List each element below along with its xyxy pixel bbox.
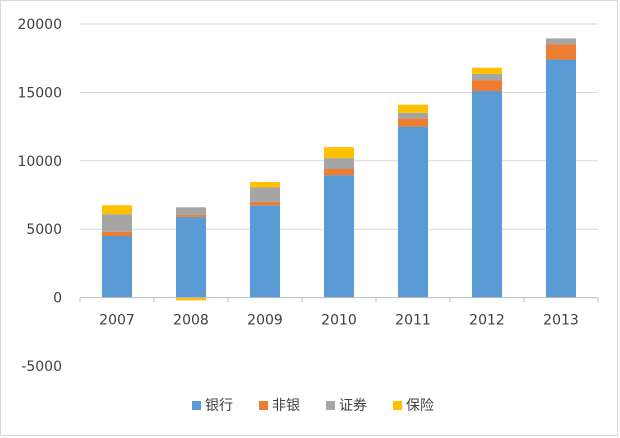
bar-2008-negative-series-4 [176,297,206,301]
bar-2009-series-1 [250,201,280,206]
bar-2010-series-1 [324,169,354,176]
x-tick-label: 2007 [99,313,135,329]
bar-2008-series-1 [176,214,206,217]
bar-2013-series-1 [546,44,576,60]
bars [102,38,576,301]
y-tick-label: 15000 [17,85,62,101]
legend-swatch [259,401,268,410]
x-tick-label: 2012 [469,313,505,329]
bar-2007-series-1 [102,231,132,237]
bar-2010-series-3 [324,147,354,159]
bar-2008-series-2 [176,207,206,215]
bar-2007-series-3 [102,205,132,215]
bar-2012-series-0 [472,91,502,298]
legend-label: 非银 [272,398,300,414]
bar-2008-series-0 [176,216,206,298]
bar-2012-series-1 [472,80,502,92]
y-tick-label: -5000 [21,359,62,375]
y-tick-label: 20000 [17,17,62,33]
legend-swatch [326,401,335,410]
y-tick-label: 0 [53,291,62,307]
bar-2011-series-1 [398,118,428,127]
bar-2011-series-2 [398,112,428,119]
legend: 银行 非银 证券 保险 [192,398,434,414]
bar-2013-series-2 [546,38,576,45]
bar-2012-series-3 [472,67,502,74]
x-tick-label: 2013 [543,313,579,329]
legend-label: 银行 [205,398,233,414]
axes: 20000 15000 10000 5000 0 -5000 2007 2008 2009 201… [17,17,599,375]
legend-swatch [393,401,402,410]
bar-2009-series-0 [250,205,280,298]
x-tick-label: 2011 [395,313,431,329]
legend-swatch [192,401,201,410]
bar-2013-series-0 [546,59,576,298]
bar-2010-series-0 [324,175,354,298]
x-tick-label: 2009 [247,313,283,329]
y-tick-label: 10000 [17,154,62,170]
bar-2011-series-0 [398,126,428,298]
bar-2007-series-0 [102,236,132,298]
legend-label: 证券 [339,398,367,414]
bar-2012-series-2 [472,73,502,81]
bar-2007-series-2 [102,214,132,232]
bar-2009-series-3 [250,182,280,188]
y-tick-label: 5000 [26,222,62,238]
legend-label: 保险 [406,398,434,414]
bar-2009-series-2 [250,187,280,202]
x-tick-label: 2008 [173,313,209,329]
bar-2010-series-2 [324,158,354,170]
bar-2011-series-3 [398,104,428,113]
x-tick-label: 2010 [321,313,357,329]
